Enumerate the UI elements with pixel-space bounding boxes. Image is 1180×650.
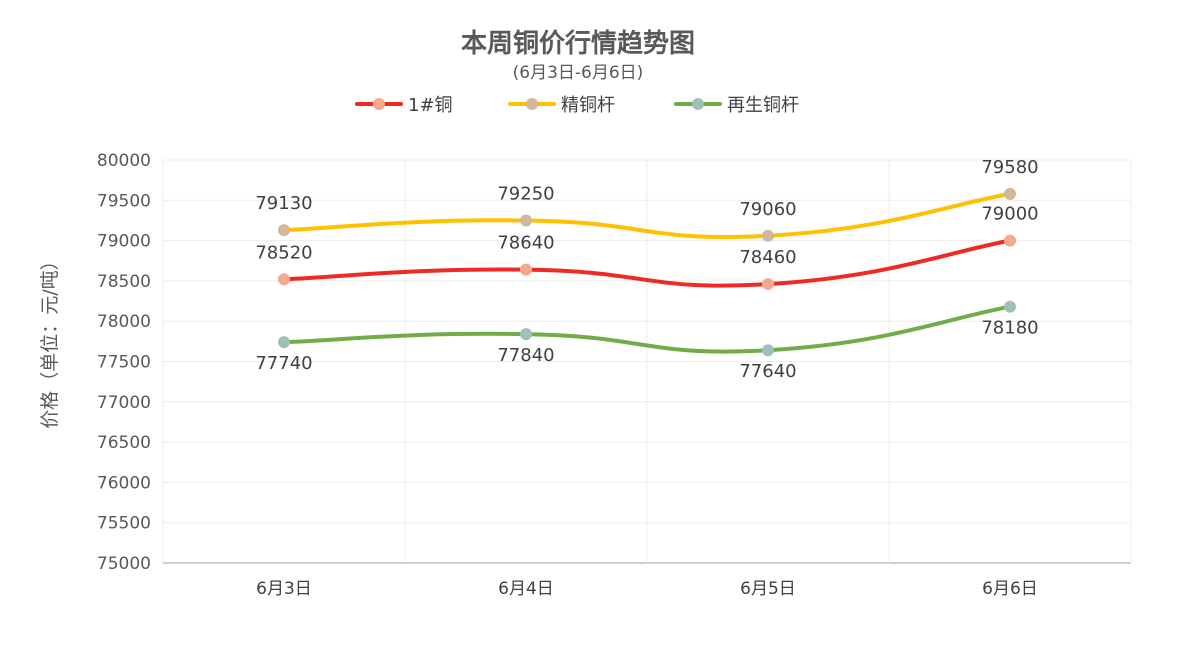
data-point [762,344,774,357]
data-label: 78640 [497,233,554,254]
y-tick-label: 80000 [97,151,151,171]
data-point [762,229,774,242]
x-tick-label: 6月6日 [982,579,1038,599]
series-line [282,238,1012,288]
y-tick-label: 77000 [97,393,151,413]
series-line [282,191,1012,240]
legend-label: 1#铜 [408,95,453,116]
y-tick-label: 79500 [97,191,151,211]
grid [162,159,1132,564]
x-tick-label: 6月4日 [498,579,554,599]
y-tick-label: 76500 [97,433,151,453]
x-axis: 6月3日 6月4日 6月5日 6月6日 [256,579,1038,599]
chart-subtitle: (6月3日-6月6日) [513,63,644,83]
legend-marker [692,98,704,110]
y-tick-label: 75500 [97,514,151,534]
series-group: 79130 79250 79060 79580 [255,157,1039,242]
data-label: 77840 [497,345,554,366]
y-axis: 75000 75500 76000 76500 77000 77500 78000 78500… [97,151,151,574]
y-tick-label: 76000 [97,473,151,493]
data-label: 79000 [981,204,1038,225]
data-point [520,214,532,227]
legend-item: 精铜杆 [508,95,615,116]
data-label: 79580 [981,157,1038,178]
data-point [1004,300,1016,313]
x-tick-label: 6月5日 [740,579,796,599]
y-tick-label: 79000 [97,232,151,252]
legend-marker [526,98,538,110]
legend: 1#铜 精铜杆 再生铜杆 [355,95,799,116]
data-point [278,336,290,349]
data-point [278,224,290,237]
y-tick-label: 75000 [97,554,151,574]
y-tick-label: 77500 [97,353,151,373]
data-label: 77640 [739,361,796,382]
legend-item: 再生铜杆 [674,95,799,116]
data-label: 79130 [255,193,312,214]
legend-label: 精铜杆 [561,95,615,116]
data-label: 78460 [739,247,796,268]
series-group: 77740 77840 77640 78180 [255,300,1039,382]
data-label: 78520 [255,242,312,263]
data-label: 77740 [255,353,312,374]
series-group: 78520 78640 78460 79000 [255,204,1039,291]
data-label: 79060 [739,199,796,220]
data-point [278,273,290,286]
series-line [282,304,1012,354]
legend-label: 再生铜杆 [727,95,799,116]
y-axis-label: 价格（单位：元/吨） [39,251,61,428]
data-point [520,263,532,276]
data-label: 78180 [981,318,1038,339]
y-tick-label: 78000 [97,312,151,332]
data-point [762,278,774,291]
data-label: 79250 [497,183,554,204]
y-tick-label: 78500 [97,272,151,292]
legend-item: 1#铜 [355,95,453,116]
x-tick-label: 6月3日 [256,579,312,599]
legend-marker [373,98,385,110]
series-layer: 78520 78640 78460 79000 79130 79250 79060 79580… [255,157,1038,382]
chart-title: 本周铜价行情趋势图 [461,28,695,59]
data-point [1004,234,1016,247]
data-point [1004,187,1016,200]
data-point [520,328,532,341]
